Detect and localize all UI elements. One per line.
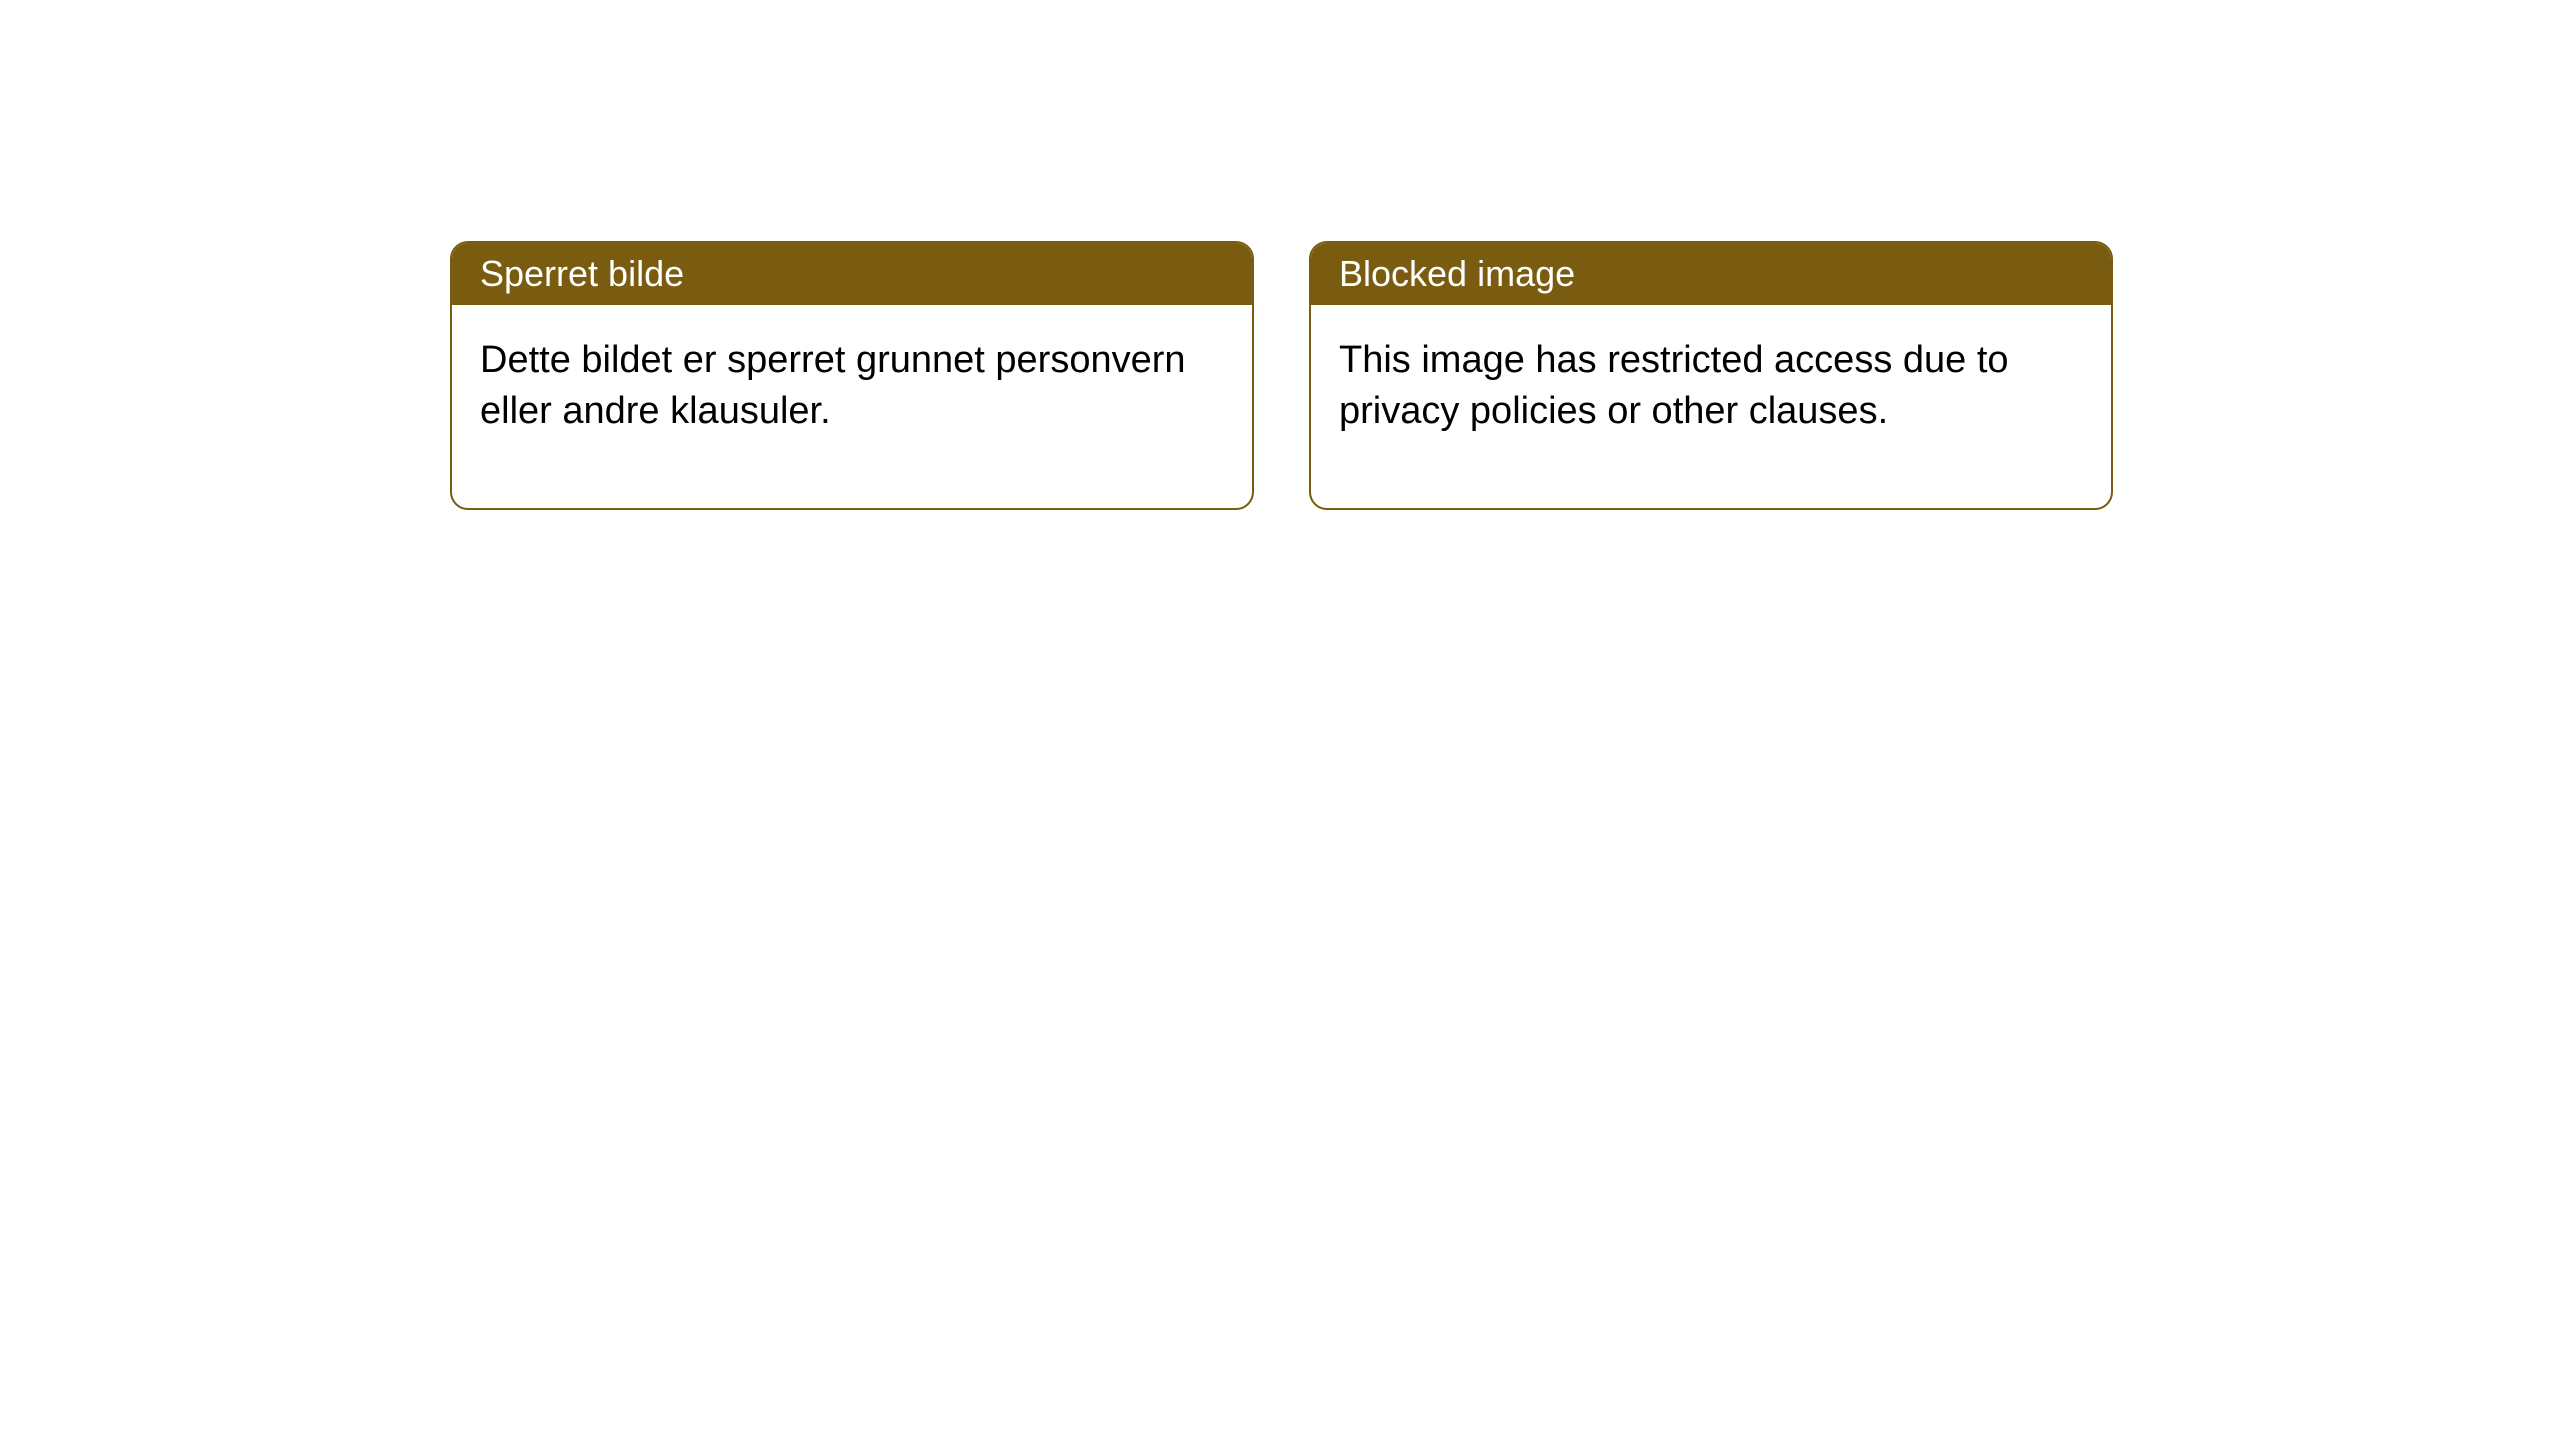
notice-cards-container: Sperret bilde Dette bildet er sperret gr… [450, 241, 2113, 510]
card-title: Blocked image [1339, 253, 1575, 294]
card-body-text: This image has restricted access due to … [1339, 339, 2009, 432]
notice-card-norwegian: Sperret bilde Dette bildet er sperret gr… [450, 241, 1254, 510]
card-title: Sperret bilde [480, 253, 684, 294]
card-header: Sperret bilde [452, 243, 1252, 305]
card-body: Dette bildet er sperret grunnet personve… [452, 305, 1252, 508]
card-header: Blocked image [1311, 243, 2111, 305]
card-body: This image has restricted access due to … [1311, 305, 2111, 508]
card-body-text: Dette bildet er sperret grunnet personve… [480, 339, 1186, 432]
notice-card-english: Blocked image This image has restricted … [1309, 241, 2113, 510]
